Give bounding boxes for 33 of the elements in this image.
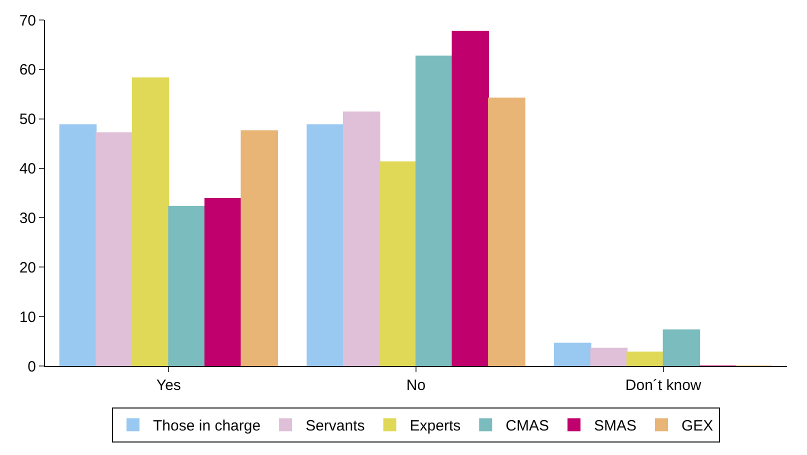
legend-label: Servants xyxy=(306,418,365,435)
x-tick-label: Don´t know xyxy=(625,377,702,394)
bar xyxy=(240,130,278,366)
y-tick-label: 40 xyxy=(19,160,36,178)
legend-label: CMAS xyxy=(506,418,549,435)
y-tick-label: 10 xyxy=(19,308,36,326)
bar xyxy=(452,30,490,366)
bar xyxy=(379,161,416,366)
bar xyxy=(306,124,344,366)
y-tick-label: 30 xyxy=(19,210,36,227)
bar xyxy=(488,98,526,366)
legend-label: Experts xyxy=(410,418,461,435)
bar xyxy=(626,352,664,366)
y-tick-label: 0 xyxy=(28,358,36,376)
x-tick-label: Yes xyxy=(156,377,181,394)
y-tick-label: 70 xyxy=(19,12,36,30)
x-tick-label: No xyxy=(406,377,426,394)
legend-label: Those in charge xyxy=(153,418,261,435)
bar xyxy=(662,329,700,366)
bar xyxy=(342,111,380,366)
bar xyxy=(204,198,242,366)
bar xyxy=(96,132,133,366)
legend-label: GEX xyxy=(682,418,714,435)
bar xyxy=(59,124,97,366)
bar xyxy=(554,342,592,366)
bar xyxy=(590,348,628,366)
bar xyxy=(416,56,453,366)
y-tick-label: 20 xyxy=(19,259,36,276)
bar xyxy=(132,77,170,366)
y-tick-label: 60 xyxy=(19,62,36,79)
legend-label: SMAS xyxy=(594,418,636,435)
bar xyxy=(168,206,206,366)
y-tick-label: 50 xyxy=(19,111,36,128)
